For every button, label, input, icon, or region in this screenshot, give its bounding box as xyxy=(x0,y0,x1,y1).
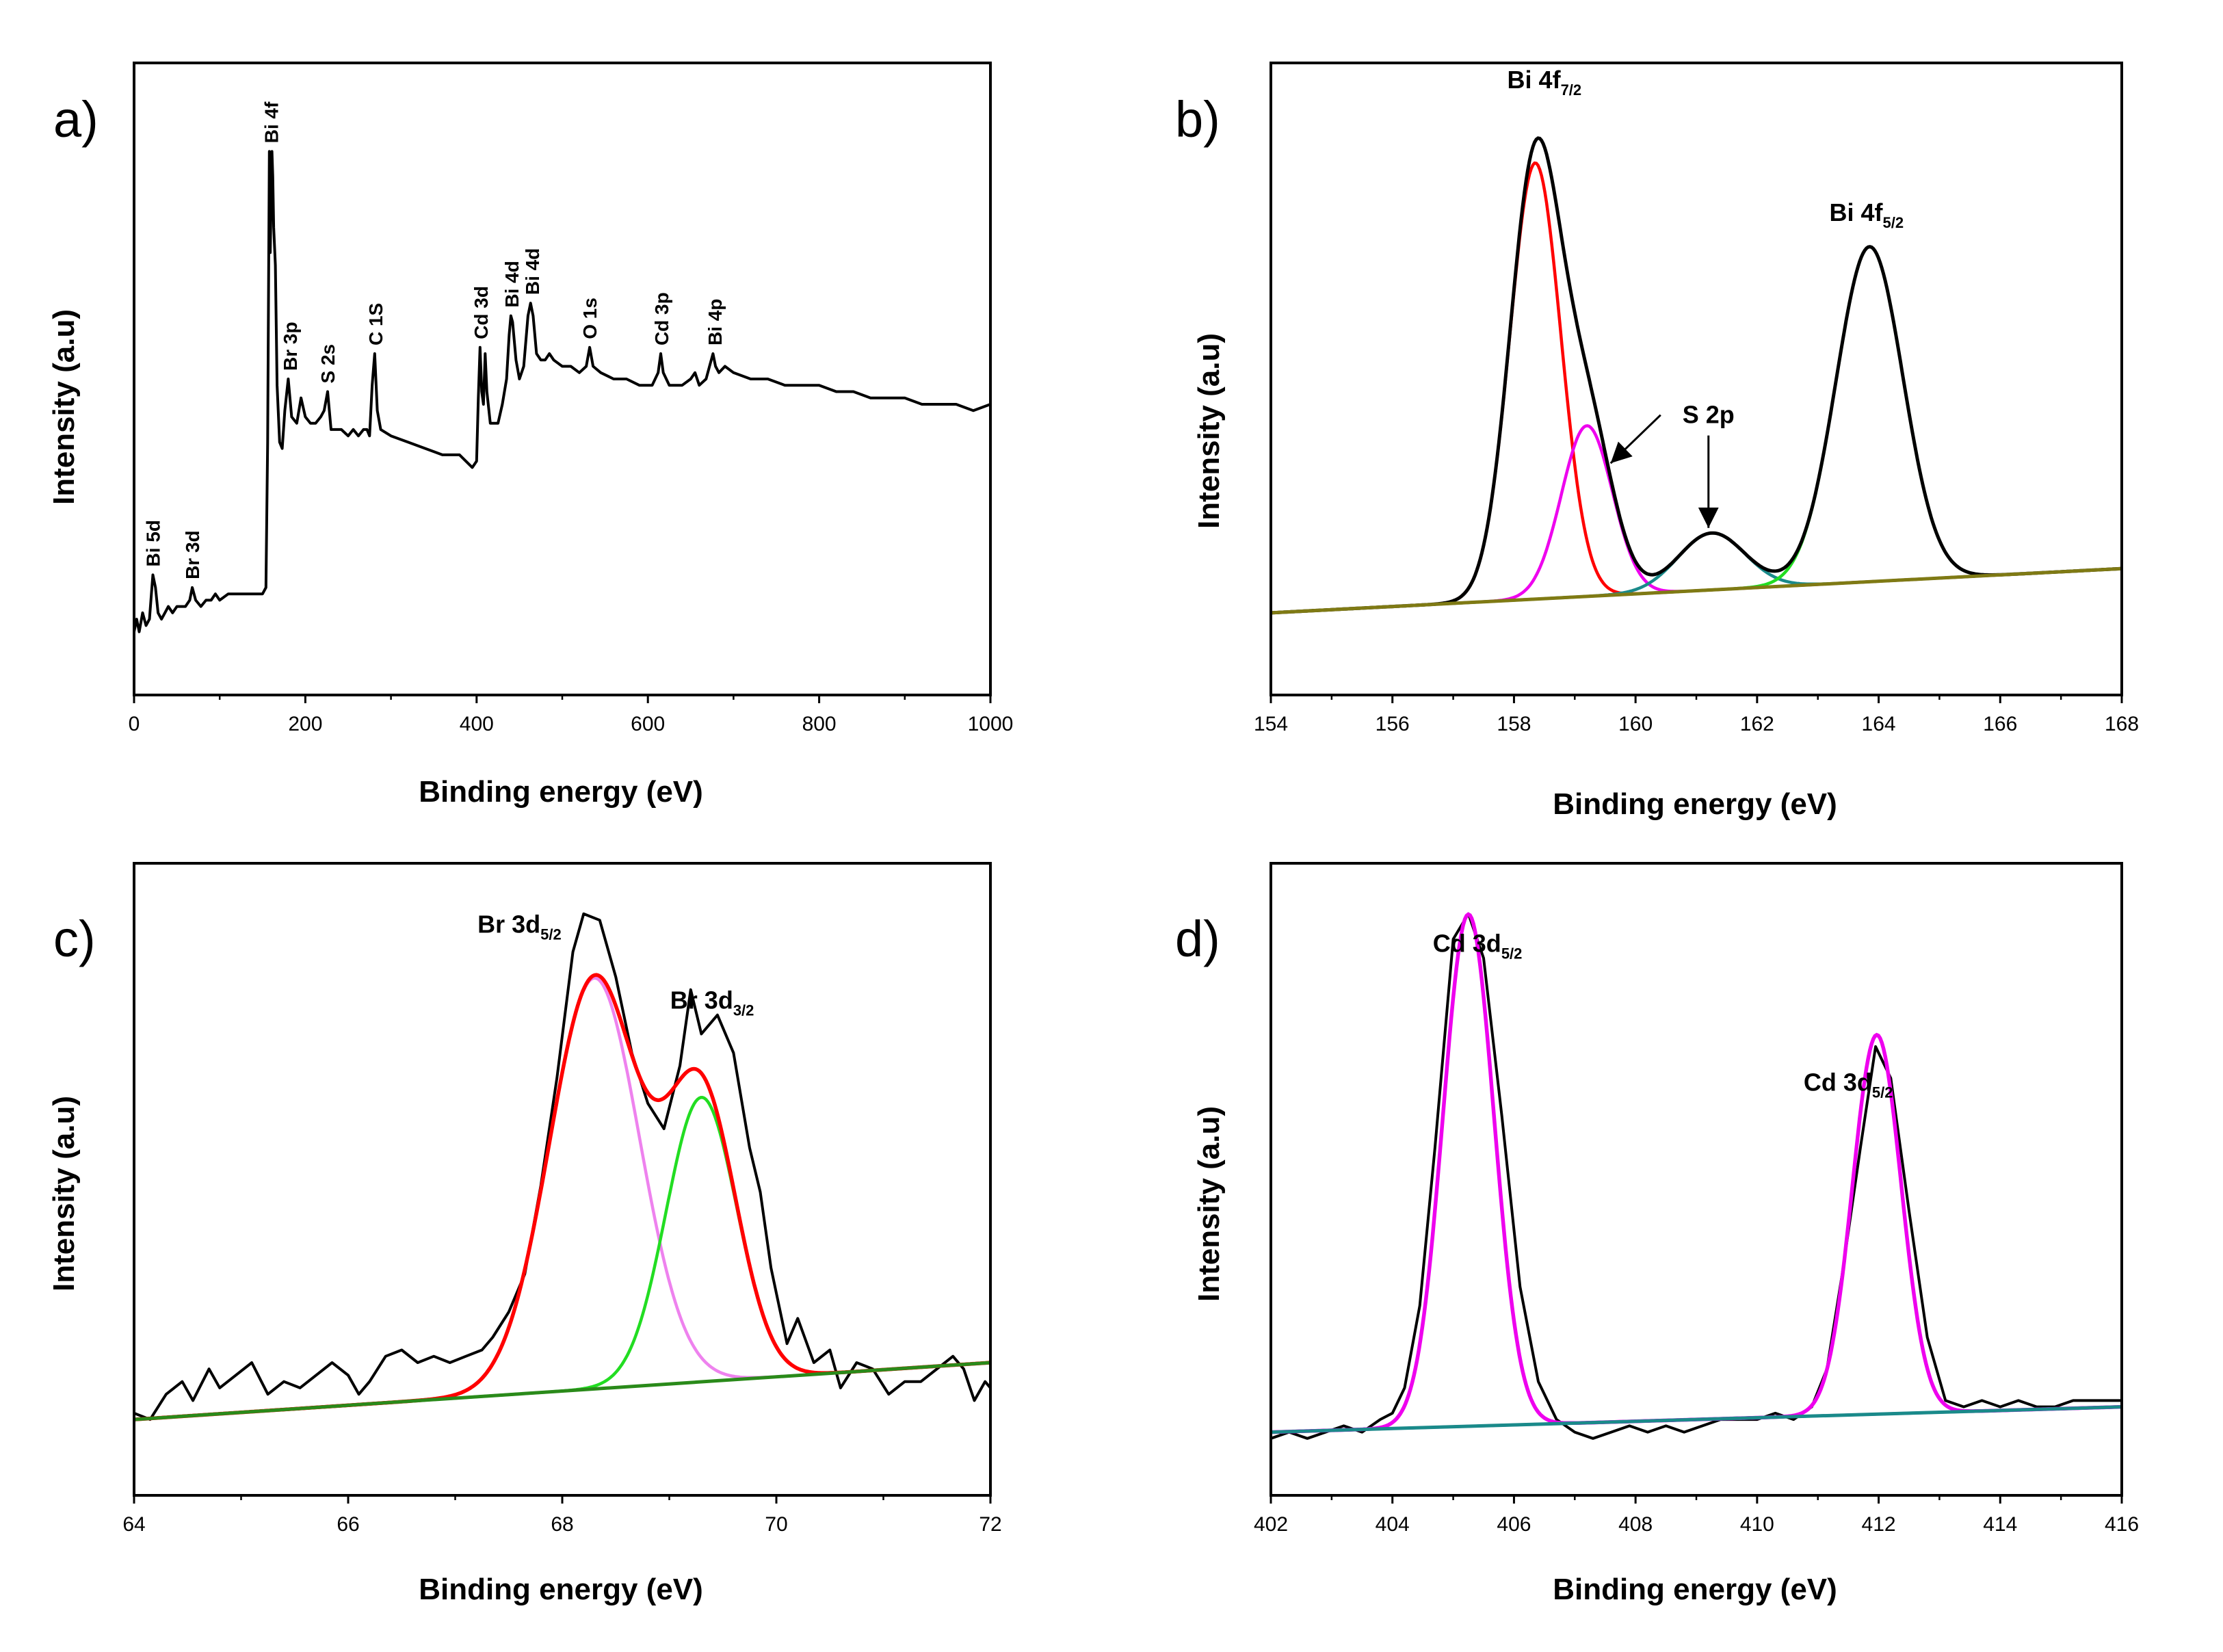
panel-d-peak-label: Cd 3d5/2 xyxy=(1433,929,1523,962)
peak-label-main: Bi 4f xyxy=(1508,66,1562,94)
panel-a-peak-annotation: Cd 3d xyxy=(471,286,492,339)
panel-b-letter: b) xyxy=(1175,91,1220,148)
peak-label-main: Cd 3d xyxy=(1804,1068,1872,1097)
panel-b-x-tick-label: 160 xyxy=(1618,713,1653,735)
panel-a-plot: 0 200 400 600 800 1000 Bi 5d Br 3d Bi 4f Br 3p S 2… xyxy=(129,62,1014,735)
panel-a-peak-annotation: Br 3p xyxy=(280,322,301,371)
panel-d-raw-data-line xyxy=(1271,912,2122,1440)
peak-label-main: S 2p xyxy=(1683,401,1735,429)
panel-d-x-tick-label: 414 xyxy=(1983,1513,2017,1536)
peak-label-sub: 3/2 xyxy=(733,1002,754,1019)
panel-c-series-group xyxy=(134,912,990,1421)
panel-a-peak-annotation: S 2s xyxy=(317,344,339,384)
panel-a-x-tick-label: 1000 xyxy=(968,713,1014,735)
panel-c-x-tick-label: 72 xyxy=(979,1513,1001,1536)
panel-c-x-tick-label: 66 xyxy=(337,1513,359,1536)
peak-label-sub: 5/2 xyxy=(1872,1084,1893,1101)
panel-a-peak-annotation: Cd 3p xyxy=(651,292,672,345)
panel-c-raw-data-line xyxy=(134,912,990,1421)
panel-a-x-tick-label: 800 xyxy=(802,713,837,735)
panel-d: d) Binding energy (eV) Intensity (a.u) 4… xyxy=(1175,862,2139,1606)
panel-b-baseline xyxy=(1271,566,2122,615)
panel-c-letter: c) xyxy=(53,910,96,967)
panel-b-x-tick-label: 156 xyxy=(1376,713,1410,735)
panel-d-x-tick-label: 406 xyxy=(1497,1513,1531,1536)
panel-d-baseline xyxy=(1271,1405,2122,1434)
panel-b-x-tick-label: 168 xyxy=(2105,713,2139,735)
panel-a-peak-annotation: O 1s xyxy=(579,298,601,339)
peak-label-main: Bi 4f xyxy=(1829,198,1883,226)
panel-b-series-group xyxy=(1271,136,2122,615)
peak-label-sub: 5/2 xyxy=(540,926,562,943)
peak-label-sub: 7/2 xyxy=(1561,81,1582,99)
panel-d-peak-label: Cd 3d5/2 xyxy=(1804,1068,1893,1101)
panel-a-peak-annotation: Bi 4d xyxy=(501,261,523,307)
panel-d-x-tick-label: 410 xyxy=(1740,1513,1774,1536)
peak-label-main: Cd 3d xyxy=(1433,929,1501,957)
panel-b: b) Binding energy (eV) Intensity (a.u) 1… xyxy=(1175,62,2139,821)
panel-b-x-tick-label: 154 xyxy=(1254,713,1288,735)
panel-d-x-axis-title: Binding energy (eV) xyxy=(1553,1573,1837,1606)
panel-d-letter: d) xyxy=(1175,910,1220,967)
panel-b-y-axis-title: Intensity (a.u) xyxy=(1192,333,1226,529)
panel-c: c) Binding energy (eV) Intensity (a.u) 6… xyxy=(47,862,1002,1606)
panel-a-letter: a) xyxy=(53,91,98,148)
panel-b-x-axis-title: Binding energy (eV) xyxy=(1553,787,1837,821)
peak-label-sub: 5/2 xyxy=(1501,945,1523,962)
panel-a-peak-annotation: Bi 4f xyxy=(261,101,282,143)
panel-b-peak-label: S 2p xyxy=(1683,401,1735,429)
panel-a-peak-annotation: Bi 4p xyxy=(705,299,726,345)
panel-a: a) Binding energy (eV) Intensity (a.u) 0… xyxy=(47,62,1014,809)
panel-a-peak-annotation: Bi 5d xyxy=(143,520,164,566)
panel-d-y-axis-title: Intensity (a.u) xyxy=(1192,1106,1226,1302)
panel-d-x-tick-label: 404 xyxy=(1376,1513,1410,1536)
panel-c-x-tick-label: 64 xyxy=(122,1513,145,1536)
peak-label-main: Br 3d xyxy=(477,910,540,939)
peak-label-main: Br 3d xyxy=(670,986,733,1014)
panel-a-x-tick-label: 600 xyxy=(631,713,665,735)
panel-c-peak-label: Br 3d5/2 xyxy=(477,910,562,943)
panel-b-x-tick-label: 164 xyxy=(1862,713,1896,735)
panel-d-x-tick-label: 402 xyxy=(1254,1513,1288,1536)
panel-a-x-tick-label: 400 xyxy=(460,713,494,735)
panel-b-x-tick-label: 162 xyxy=(1740,713,1774,735)
panel-b-s2p-arrow-1 xyxy=(1609,414,1661,464)
panel-c-x-tick-label: 70 xyxy=(765,1513,787,1536)
panel-a-peak-annotation: C 1S xyxy=(365,303,386,345)
panel-c-peak-label: Br 3d3/2 xyxy=(670,986,754,1019)
panel-a-peak-annotation: Br 3d xyxy=(182,530,203,579)
panel-c-x-tick-label: 68 xyxy=(551,1513,573,1536)
panel-a-y-axis-title: Intensity (a.u) xyxy=(47,309,81,505)
panel-a-x-tick-label: 200 xyxy=(288,713,322,735)
panel-b-x-tick-label: 158 xyxy=(1497,713,1531,735)
panel-d-x-tick-label: 408 xyxy=(1618,1513,1653,1536)
panel-d-series-group xyxy=(1271,912,2122,1440)
panel-a-x-tick-label: 0 xyxy=(129,713,140,735)
panel-d-x-tick-label: 416 xyxy=(2105,1513,2139,1536)
panel-c-y-axis-title: Intensity (a.u) xyxy=(47,1096,81,1292)
panel-b-peak-label: Bi 4f5/2 xyxy=(1829,198,1904,231)
panel-c-x-axis-title: Binding energy (eV) xyxy=(419,1573,703,1606)
panel-b-peak-label: Bi 4f7/2 xyxy=(1508,66,1582,99)
panel-a-series-group xyxy=(134,150,990,633)
panel-c-baseline xyxy=(134,1361,990,1421)
panel-a-series-survey xyxy=(134,150,990,633)
peak-label-sub: 5/2 xyxy=(1883,214,1904,231)
panel-b-x-tick-label: 166 xyxy=(1983,713,2017,735)
panel-d-x-tick-label: 412 xyxy=(1862,1513,1896,1536)
panel-a-peak-annotation: Bi 4d xyxy=(522,248,543,295)
panel-a-x-axis-title: Binding energy (eV) xyxy=(419,775,703,809)
